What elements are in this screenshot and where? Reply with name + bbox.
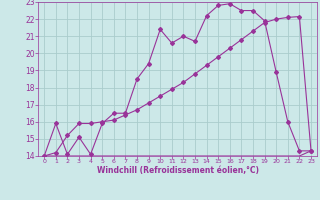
X-axis label: Windchill (Refroidissement éolien,°C): Windchill (Refroidissement éolien,°C): [97, 166, 259, 175]
